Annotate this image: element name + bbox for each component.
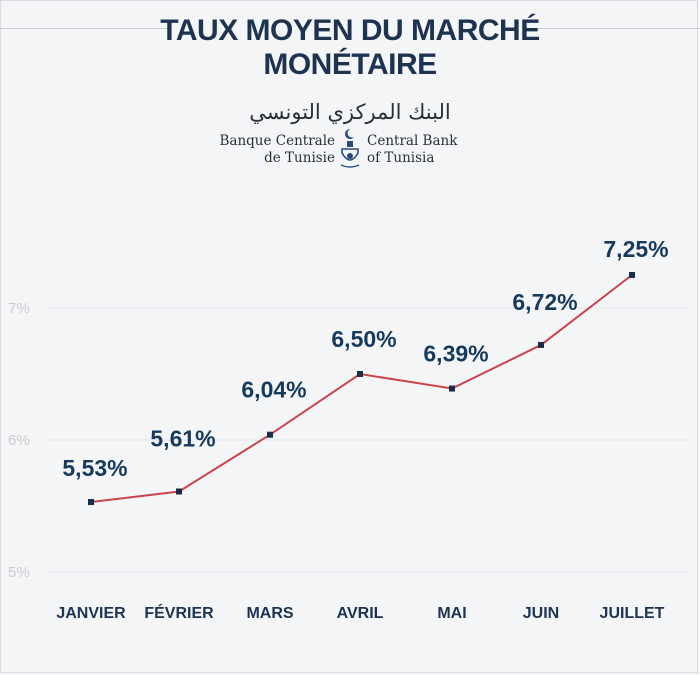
x-tick-label: JANVIER [56, 605, 126, 622]
y-tick-label: 5% [8, 564, 30, 581]
data-label: 6,39% [423, 341, 488, 367]
page-title-line-1: TAUX MOYEN DU MARCHÉ [160, 14, 540, 47]
data-point [176, 488, 182, 495]
central-bank-logo: البنك المركزي التونسي Banque Centrale de… [195, 100, 505, 172]
x-tick-label: MARS [246, 605, 293, 622]
data-label: 5,53% [62, 455, 127, 481]
data-point [449, 385, 455, 392]
x-tick-label: AVRIL [337, 605, 384, 622]
page-title-line-2: MONÉTAIRE [263, 48, 437, 81]
data-point [629, 272, 635, 278]
logo-english-line-2: of Tunisia [367, 150, 435, 166]
data-point [88, 499, 94, 506]
title-rule-right [530, 28, 700, 29]
data-label: 6,50% [331, 326, 396, 352]
logo-french-line-1: Banque Centrale [219, 133, 335, 149]
y-tick-label: 6% [8, 432, 30, 449]
data-label: 6,72% [512, 289, 577, 315]
y-tick-label: 7% [8, 300, 30, 317]
data-label: 7,25% [603, 236, 668, 262]
x-tick-label: JUIN [523, 605, 559, 622]
x-tick-label: FÉVRIER [144, 603, 214, 622]
data-label: 5,61% [150, 425, 215, 451]
bank-emblem-icon [340, 129, 360, 168]
logo-english-name: Central Bank of Tunisia [367, 133, 457, 167]
logo-english-line-1: Central Bank [367, 133, 458, 149]
data-point [538, 341, 544, 348]
x-tick-label: JUILLET [600, 605, 665, 622]
logo-arabic-name: البنك المركزي التونسي [249, 100, 451, 124]
logo-french-line-2: de Tunisie [264, 150, 335, 166]
title-rule-left [0, 28, 170, 29]
data-point [267, 431, 273, 438]
x-tick-label: MAI [437, 605, 466, 622]
logo-french-name: Banque Centrale de Tunisie [219, 133, 335, 167]
data-label: 6,04% [241, 377, 306, 403]
data-point [357, 371, 363, 377]
